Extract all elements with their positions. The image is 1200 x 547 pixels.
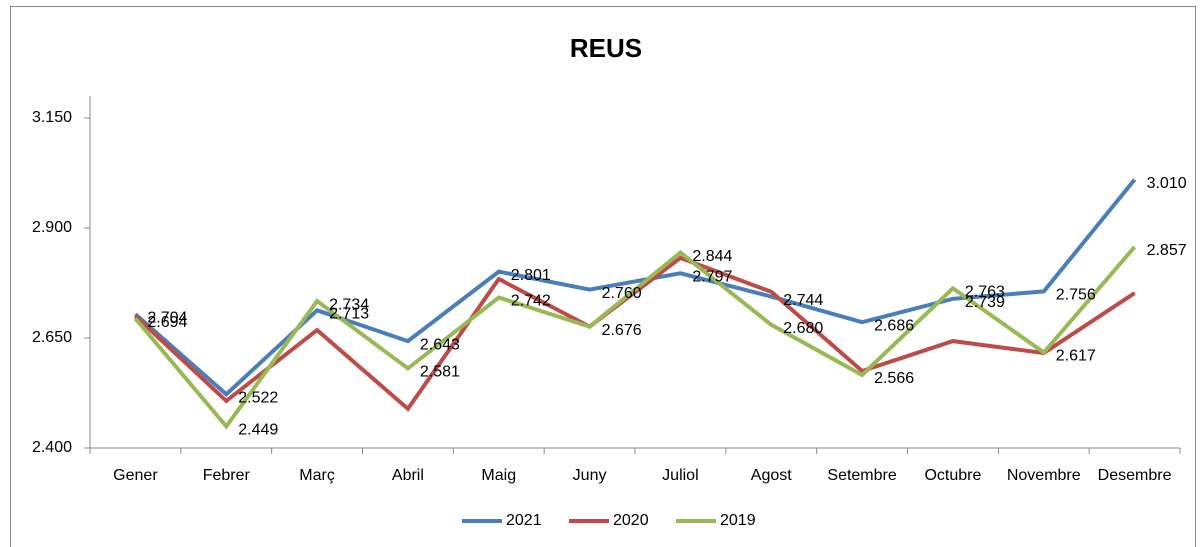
data-label: 2.566 xyxy=(874,370,914,387)
data-label: 2.739 xyxy=(965,294,1005,311)
legend-label: 2020 xyxy=(613,512,649,529)
series-line xyxy=(133,245,1137,430)
data-label: 2.694 xyxy=(147,314,187,331)
legend-label: 2021 xyxy=(506,512,542,529)
data-label: 2.744 xyxy=(783,292,823,309)
y-tick-label: 3.150 xyxy=(32,109,72,126)
data-label: 2.742 xyxy=(511,293,551,310)
x-tick-label: Setembre xyxy=(827,467,896,484)
y-tick-label: 2.900 xyxy=(32,219,72,236)
legend-label: 2019 xyxy=(720,512,756,529)
series-line xyxy=(134,255,1136,412)
data-label: 2.844 xyxy=(692,248,732,265)
data-label: 2.680 xyxy=(783,320,823,337)
chart-frame xyxy=(10,6,1196,547)
x-tick-label: Octubre xyxy=(924,467,981,484)
data-label: 2.756 xyxy=(1056,287,1096,304)
x-tick-label: Març xyxy=(299,467,335,484)
x-tick-label: Maig xyxy=(481,467,516,484)
data-label: 2.581 xyxy=(420,364,460,381)
data-label: 2.797 xyxy=(692,269,732,286)
data-label: 2.449 xyxy=(238,422,278,439)
data-label: 2.857 xyxy=(1147,242,1187,259)
y-tick-label: 2.400 xyxy=(32,439,72,456)
data-label: 2.522 xyxy=(238,390,278,407)
data-label: 2.763 xyxy=(965,283,1005,300)
chart-title: REUS xyxy=(570,33,642,63)
data-label: 2.734 xyxy=(329,296,369,313)
x-tick-label: Juliol xyxy=(662,467,698,484)
x-tick-label: Agost xyxy=(751,467,792,484)
data-label: 2.643 xyxy=(420,336,460,353)
x-tick-label: Novembre xyxy=(1007,467,1081,484)
data-label: 2.704 xyxy=(147,309,187,326)
x-tick-label: Abril xyxy=(392,467,424,484)
data-label: 2.686 xyxy=(874,317,914,334)
data-label: 2.801 xyxy=(511,267,551,284)
x-tick-label: Juny xyxy=(573,467,607,484)
data-label: 2.676 xyxy=(602,322,642,339)
x-tick-label: Gener xyxy=(113,467,158,484)
x-tick-label: Febrer xyxy=(203,467,251,484)
data-label: 2.713 xyxy=(329,305,369,322)
data-label: 3.010 xyxy=(1147,175,1187,192)
data-label: 2.760 xyxy=(602,285,642,302)
y-tick-label: 2.650 xyxy=(32,329,72,346)
data-label: 2.617 xyxy=(1056,348,1096,365)
x-tick-label: Desembre xyxy=(1098,467,1172,484)
